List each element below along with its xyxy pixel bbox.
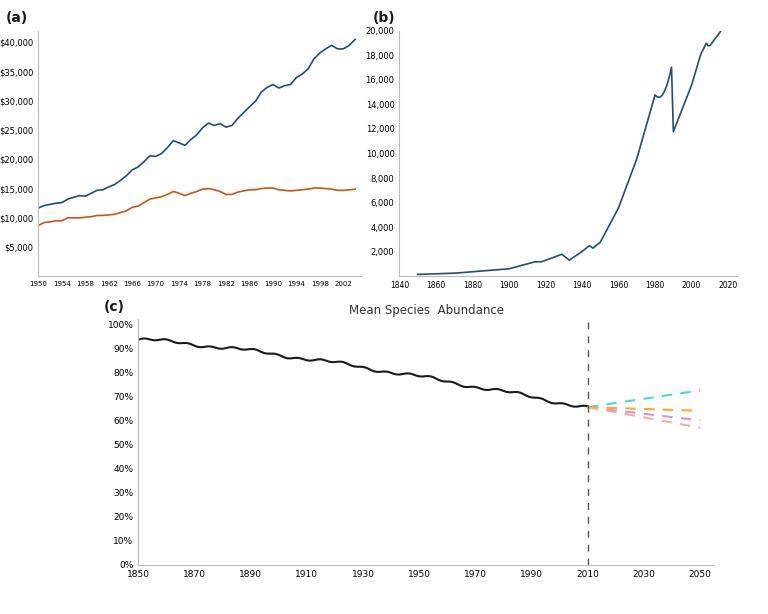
GDP pc [110, 181, 119, 188]
GPI pc [34, 222, 43, 229]
Text: (c): (c) [104, 300, 124, 314]
Legend: GDP (2012 US$, billions): GDP (2012 US$, billions) [497, 325, 640, 341]
GPI pc [92, 212, 101, 219]
GPI pc [110, 211, 119, 218]
GPI pc [350, 185, 359, 193]
GDP pc [34, 204, 43, 212]
Text: (b): (b) [372, 11, 395, 25]
GPI pc [69, 214, 78, 222]
Line: GPI pc: GPI pc [38, 188, 355, 225]
GPI pc [321, 185, 330, 192]
GDP pc [350, 36, 359, 43]
GPI pc [151, 194, 161, 201]
Legend: GDP pc, GPI pc: GDP pc, GPI pc [140, 325, 260, 341]
GPI pc [263, 184, 272, 192]
GDP pc [92, 187, 101, 194]
GDP pc [345, 42, 354, 49]
GDP pc [151, 153, 161, 160]
Line: GDP pc: GDP pc [38, 39, 355, 208]
GDP pc [69, 193, 78, 201]
Text: (a): (a) [6, 11, 28, 25]
GDP pc [316, 49, 325, 56]
Title: Mean Species  Abundance: Mean Species Abundance [349, 304, 504, 317]
GPI pc [345, 186, 354, 193]
